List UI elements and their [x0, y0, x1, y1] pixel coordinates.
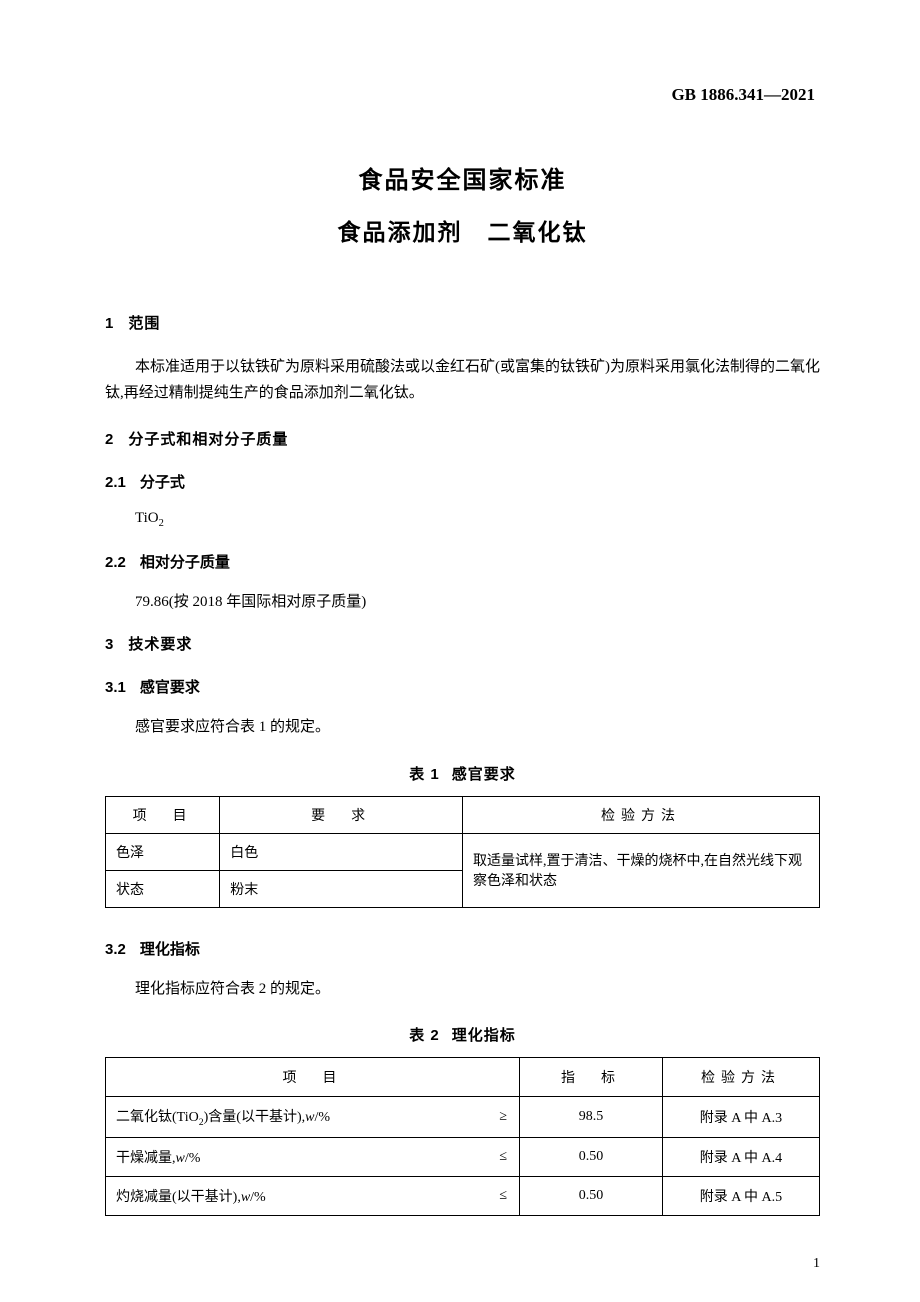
- title-main: 食品安全国家标准: [105, 160, 820, 195]
- subsection-num: 3.1: [105, 679, 126, 696]
- operator: ≤: [499, 1149, 507, 1165]
- table-header-row: 项 目 要 求 检验方法: [106, 796, 820, 833]
- cell-method: 附录 A 中 A.5: [662, 1176, 819, 1215]
- section-title: 范围: [128, 315, 160, 332]
- cell-method-merged: 取适量试样,置于清洁、干燥的烧杯中,在自然光线下观察色泽和状态: [462, 833, 819, 907]
- cell-idx: 98.5: [520, 1097, 663, 1138]
- section-title: 技术要求: [128, 636, 192, 653]
- molecular-mass: 79.86(按 2018 年国际相对原子质量): [105, 590, 820, 611]
- section-num: 3: [105, 636, 114, 653]
- th-item: 项 目: [106, 796, 220, 833]
- cell-item: 干燥减量,w/% ≤: [106, 1137, 520, 1176]
- table-2-physical: 项 目 指 标 检验方法 二氧化钛(TiO2)含量(以干基计),w/% ≥ 98.…: [105, 1057, 820, 1216]
- section-title: 分子式和相对分子质量: [128, 431, 288, 448]
- section-num: 2: [105, 431, 114, 448]
- th-req: 要 求: [220, 796, 463, 833]
- cell-method: 附录 A 中 A.3: [662, 1097, 819, 1138]
- section-1-heading: 1 范围: [105, 312, 820, 333]
- section-3-1-body: 感官要求应符合表 1 的规定。: [105, 715, 820, 741]
- document-page: GB 1886.341—2021 食品安全国家标准 食品添加剂二氧化钛 1范围 …: [0, 0, 920, 1286]
- table-header-row: 项 目 指 标 检验方法: [106, 1058, 820, 1097]
- title-sub: 食品添加剂二氧化钛: [105, 213, 820, 247]
- cell-idx: 0.50: [520, 1137, 663, 1176]
- cell-idx: 0.50: [520, 1176, 663, 1215]
- cell-item: 二氧化钛(TiO2)含量(以干基计),w/% ≥: [106, 1097, 520, 1138]
- caption-num: 表 1: [409, 766, 440, 783]
- section-2-1-heading: 2.1 分子式: [105, 471, 820, 492]
- title-sub-b: 二氧化钛: [488, 219, 588, 245]
- section-3-heading: 3 技术要求: [105, 633, 820, 654]
- table-2-caption: 表 2 理化指标: [105, 1024, 820, 1045]
- page-number: 1: [813, 1256, 820, 1272]
- section-3-2-heading: 3.2 理化指标: [105, 938, 820, 959]
- item-text: 二氧化钛(TiO2)含量(以干基计),w/%: [116, 1110, 330, 1125]
- cell-method: 附录 A 中 A.4: [662, 1137, 819, 1176]
- cell-item: 状态: [106, 870, 220, 907]
- title-sub-a: 食品添加剂: [338, 219, 463, 245]
- standard-code: GB 1886.341—2021: [105, 85, 820, 105]
- section-2-2-heading: 2.2 相对分子质量: [105, 551, 820, 572]
- section-num: 1: [105, 315, 114, 332]
- section-2-heading: 2 分子式和相对分子质量: [105, 428, 820, 449]
- item-text: 灼烧减量(以干基计),w/%: [116, 1190, 266, 1205]
- cell-item: 色泽: [106, 833, 220, 870]
- subsection-num: 2.2: [105, 554, 126, 571]
- table-row: 干燥减量,w/% ≤ 0.50 附录 A 中 A.4: [106, 1137, 820, 1176]
- table-row: 灼烧减量(以干基计),w/% ≤ 0.50 附录 A 中 A.5: [106, 1176, 820, 1215]
- th-method: 检验方法: [662, 1058, 819, 1097]
- section-3-2-body: 理化指标应符合表 2 的规定。: [105, 977, 820, 1003]
- subsection-num: 2.1: [105, 474, 126, 491]
- molecular-formula: TiO2: [105, 510, 820, 529]
- operator: ≤: [499, 1188, 507, 1204]
- cell-req: 白色: [220, 833, 463, 870]
- item-text: 干燥减量,w/%: [116, 1151, 200, 1166]
- th-idx: 指 标: [520, 1058, 663, 1097]
- table-1-caption: 表 1 感官要求: [105, 763, 820, 784]
- th-method: 检验方法: [462, 796, 819, 833]
- caption-title: 理化指标: [452, 1027, 516, 1044]
- cell-item: 灼烧减量(以干基计),w/% ≤: [106, 1176, 520, 1215]
- cell-req: 粉末: [220, 870, 463, 907]
- th-item: 项 目: [106, 1058, 520, 1097]
- table-row: 色泽 白色 取适量试样,置于清洁、干燥的烧杯中,在自然光线下观察色泽和状态: [106, 833, 820, 870]
- section-3-1-heading: 3.1 感官要求: [105, 676, 820, 697]
- table-row: 二氧化钛(TiO2)含量(以干基计),w/% ≥ 98.5 附录 A 中 A.3: [106, 1097, 820, 1138]
- subsection-title: 相对分子质量: [140, 554, 230, 571]
- subsection-title: 感官要求: [140, 679, 200, 696]
- caption-title: 感官要求: [452, 766, 516, 783]
- subsection-title: 理化指标: [140, 941, 200, 958]
- subsection-title: 分子式: [140, 474, 185, 491]
- caption-num: 表 2: [409, 1027, 440, 1044]
- section-1-body: 本标准适用于以钛铁矿为原料采用硫酸法或以金红石矿(或富集的钛铁矿)为原料采用氯化…: [105, 355, 820, 406]
- subsection-num: 3.2: [105, 941, 126, 958]
- table-1-sensory: 项 目 要 求 检验方法 色泽 白色 取适量试样,置于清洁、干燥的烧杯中,在自然…: [105, 796, 820, 908]
- operator: ≥: [499, 1109, 507, 1125]
